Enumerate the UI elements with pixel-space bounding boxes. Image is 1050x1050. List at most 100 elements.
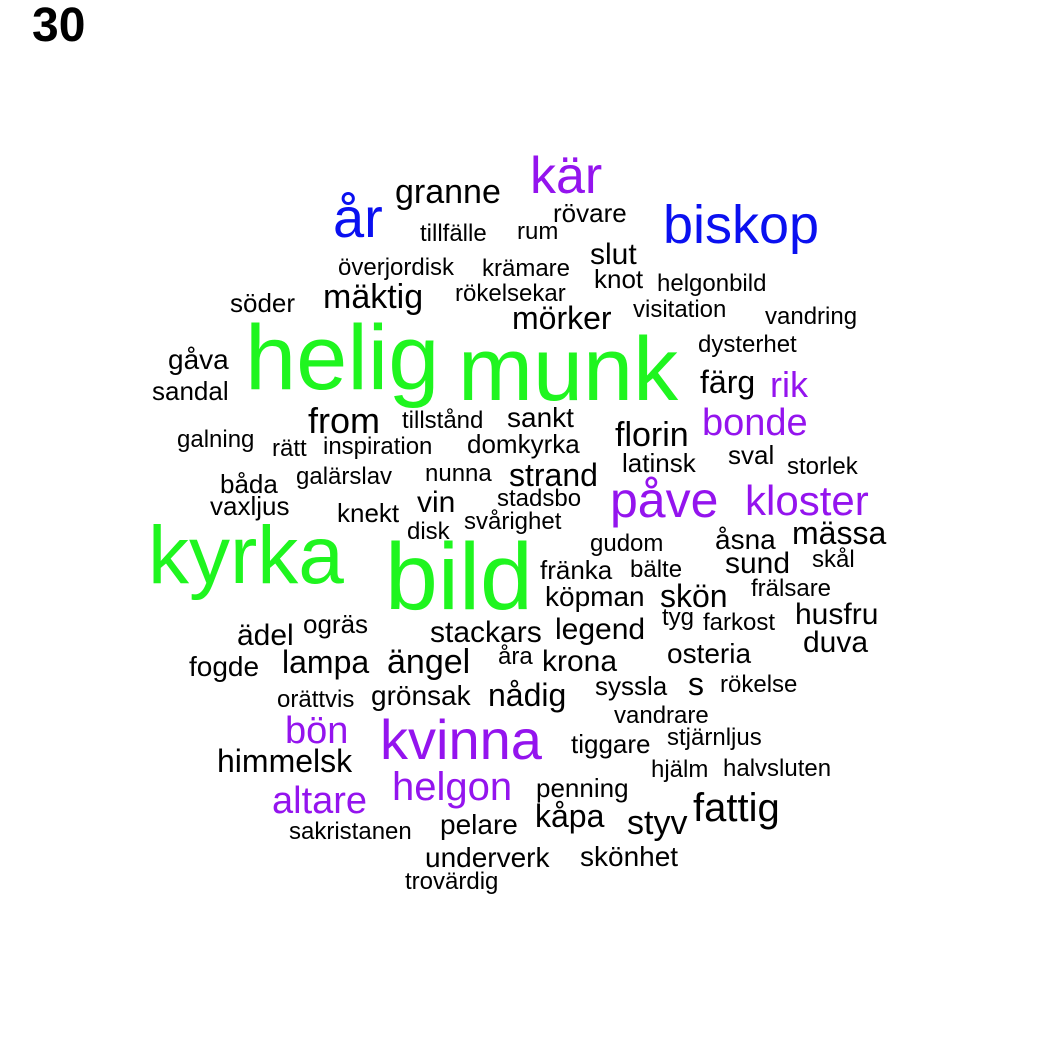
word-helgon: helgon	[392, 765, 513, 809]
word-morker: mörker	[512, 300, 612, 336]
word-altare: altare	[272, 780, 368, 822]
word-kar: kär	[530, 147, 603, 205]
word-legend: legend	[555, 613, 646, 646]
word-strand: strand	[509, 457, 598, 493]
word-trovardig: trovärdig	[405, 868, 499, 895]
word-visitation: visitation	[633, 296, 727, 323]
word-skal: skål	[812, 546, 855, 573]
word-franka: fränka	[540, 555, 613, 585]
word-inspiration: inspiration	[323, 433, 433, 460]
word-domkyrka: domkyrka	[467, 429, 580, 459]
word-disk: disk	[407, 518, 450, 545]
word-kapa: kåpa	[535, 798, 605, 834]
word-florin: florin	[615, 416, 689, 454]
word-bada: båda	[220, 469, 278, 499]
word-kopman: köpman	[545, 581, 645, 612]
word-skonhet: skönhet	[580, 841, 679, 872]
word-kramare: krämare	[482, 255, 571, 282]
word-ara: åra	[498, 643, 533, 670]
word-biskop: biskop	[663, 195, 820, 255]
word-sund: sund	[725, 547, 791, 580]
word-rovare: rövare	[553, 198, 627, 228]
word-rokelse: rökelse	[720, 671, 798, 698]
word-granne: granne	[395, 173, 501, 211]
word-osteria: osteria	[667, 638, 752, 669]
word-sakristanen: sakristanen	[289, 818, 412, 845]
word-krona: krona	[542, 645, 618, 678]
word-underverk: underverk	[425, 842, 550, 873]
word-kvinna: kvinna	[380, 708, 542, 771]
word-duva: duva	[803, 626, 869, 659]
word-bild: bild	[385, 524, 533, 630]
word-maktig: mäktig	[323, 278, 424, 316]
word-nunna: nunna	[425, 460, 492, 487]
word-fogde: fogde	[189, 651, 260, 682]
word-farkost: farkost	[703, 609, 776, 636]
word-himmelsk: himmelsk	[217, 743, 353, 779]
word-tiggare: tiggare	[571, 729, 651, 759]
word-husfru: husfru	[795, 598, 879, 631]
word-stadsbo: stadsbo	[497, 485, 582, 512]
word-farg: färg	[700, 364, 756, 400]
word-s: s	[688, 666, 704, 702]
word-ogras: ogräs	[303, 609, 369, 639]
word-adel: ädel	[237, 619, 294, 652]
word-gudom: gudom	[590, 530, 664, 557]
word-kyrka: kyrka	[148, 510, 344, 601]
word-pelare: pelare	[440, 809, 518, 840]
word-bon: bön	[285, 710, 349, 752]
word-pave: påve	[610, 472, 719, 528]
word-stackars: stackars	[430, 616, 542, 649]
word-gronsak: grönsak	[371, 680, 471, 711]
word-helig: helig	[245, 307, 440, 409]
word-from: from	[308, 400, 380, 441]
word-asna: åsna	[715, 524, 776, 555]
word-dysterhet: dysterhet	[698, 331, 797, 358]
word-soder: söder	[230, 288, 296, 318]
word-tillfalle: tillfälle	[420, 220, 487, 247]
word-hjalm: hjälm	[651, 756, 709, 783]
word-vandring: vandring	[765, 303, 858, 330]
word-vaxljus: vaxljus	[210, 491, 290, 521]
word-rokelsekar: rökelsekar	[455, 280, 566, 307]
word-angel: ängel	[387, 643, 471, 681]
word-syssla: syssla	[595, 671, 668, 701]
word-nadig: nådig	[488, 677, 567, 713]
word-ar: år	[333, 186, 383, 249]
word-skon: skön	[660, 578, 728, 614]
word-orattvis: orättvis	[277, 686, 355, 713]
word-kloster: kloster	[745, 477, 869, 524]
word-svarighet: svårighet	[464, 508, 562, 535]
word-tillstand: tillstånd	[402, 407, 484, 434]
word-ratt: rätt	[272, 435, 307, 462]
word-stjarnljus: stjärnljus	[667, 724, 762, 751]
word-vandrare: vandrare	[614, 702, 709, 729]
word-penning: penning	[536, 773, 629, 803]
panel-number: 30	[32, 0, 86, 52]
word-slut: slut	[590, 238, 637, 271]
word-bonde: bonde	[702, 402, 808, 444]
word-styv: styv	[627, 804, 688, 842]
word-sval: sval	[728, 440, 775, 470]
word-balte: bälte	[630, 556, 683, 583]
word-knekt: knekt	[337, 498, 400, 528]
word-knot: knot	[594, 264, 644, 294]
word-galning: galning	[177, 426, 255, 453]
word-helgonbild: helgonbild	[657, 270, 767, 297]
word-halvsluten: halvsluten	[723, 755, 832, 782]
word-storlek: storlek	[787, 453, 858, 480]
word-fattig: fattig	[693, 786, 780, 830]
word-rum: rum	[517, 218, 559, 245]
word-sandal: sandal	[152, 376, 229, 406]
word-vin: vin	[417, 486, 456, 519]
word-overjordisk: överjordisk	[338, 254, 455, 281]
word-munk: munk	[458, 320, 679, 420]
word-tyg: tyg	[662, 604, 695, 631]
word-latinsk: latinsk	[622, 448, 696, 478]
word-sankt: sankt	[507, 402, 574, 433]
word-gava: gåva	[168, 344, 229, 375]
word-fralsare: frälsare	[751, 575, 832, 602]
word-lampa: lampa	[282, 644, 370, 680]
word-massa: mässa	[792, 515, 887, 551]
